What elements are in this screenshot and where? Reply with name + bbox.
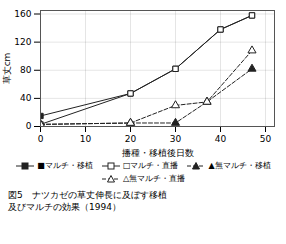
svg-text:160: 160 bbox=[14, 9, 31, 19]
html-text:■マルチ・移植: ■マルチ・移植 bbox=[37, 161, 93, 170]
html-text:図5 ナツカゼの草丈伸長に及ぼす移植: 図5 ナツカゼの草丈伸長に及ぼす移植 bbox=[8, 190, 167, 200]
html-text:及びマルチの効果（1994）: 及びマルチの効果（1994） bbox=[8, 202, 121, 212]
svg-text:80: 80 bbox=[20, 65, 32, 75]
svg-text:播種・移植後日数: 播種・移植後日数 bbox=[122, 148, 194, 158]
svg-text:0: 0 bbox=[38, 134, 44, 144]
svg-text:10: 10 bbox=[80, 134, 92, 144]
html-text:▲無マルチ・移植: ▲無マルチ・移植 bbox=[208, 161, 271, 170]
svg-text:0: 0 bbox=[26, 121, 32, 131]
svg-text:20: 20 bbox=[125, 134, 137, 144]
svg-text:30: 30 bbox=[170, 134, 182, 144]
svg-text:50: 50 bbox=[260, 134, 272, 144]
html-text:△無マルチ・直播: △無マルチ・直播 bbox=[122, 174, 186, 183]
html-text:□マルチ・直播: □マルチ・直播 bbox=[122, 161, 179, 170]
svg-text:40: 40 bbox=[20, 93, 32, 103]
svg-text:40: 40 bbox=[215, 134, 227, 144]
svg-text:120: 120 bbox=[14, 37, 31, 47]
svg-text:草丈cm: 草丈cm bbox=[2, 53, 12, 85]
